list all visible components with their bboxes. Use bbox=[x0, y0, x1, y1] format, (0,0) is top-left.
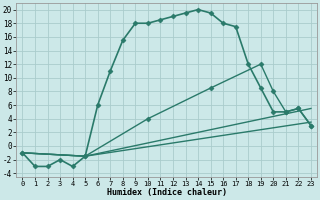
X-axis label: Humidex (Indice chaleur): Humidex (Indice chaleur) bbox=[107, 188, 227, 197]
